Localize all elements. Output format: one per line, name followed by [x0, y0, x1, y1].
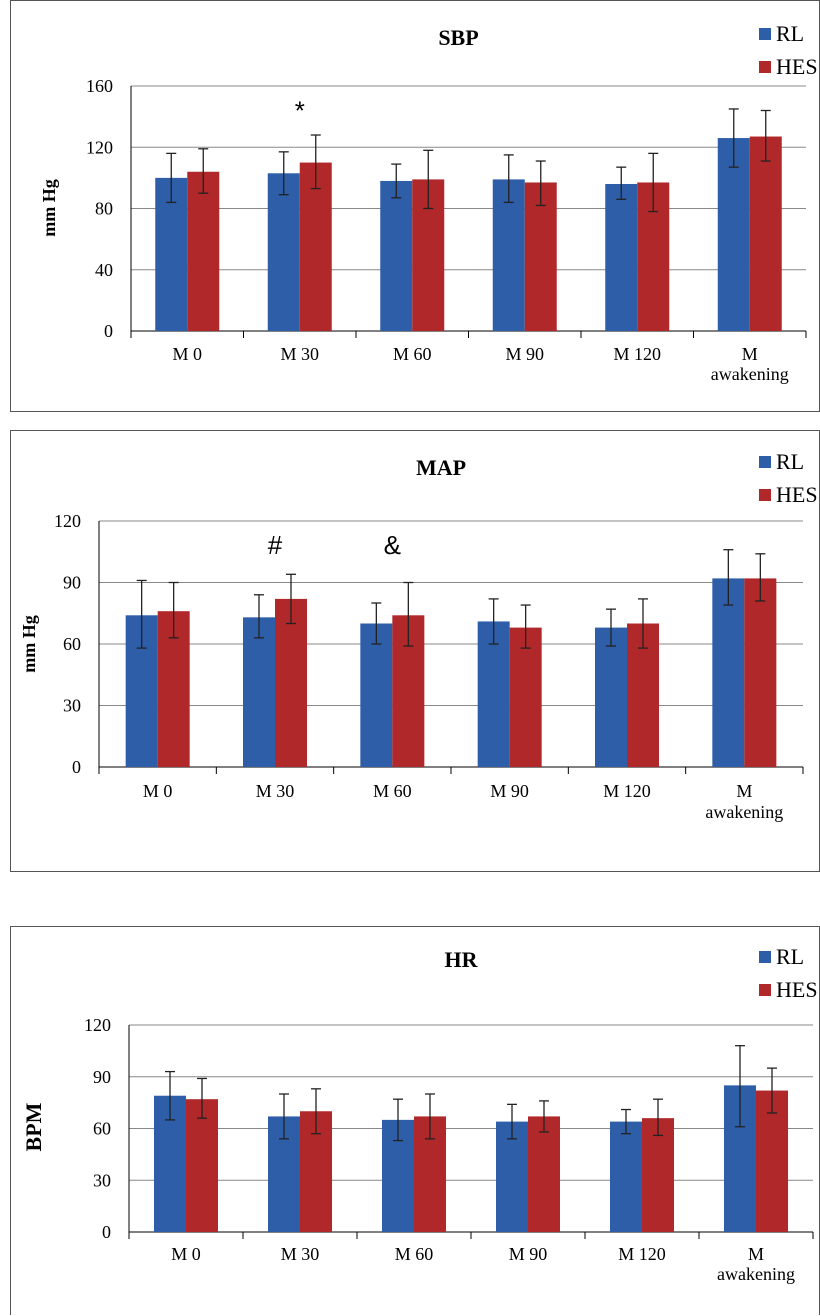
- hr-x-tick-label-m-30: M 30: [281, 1244, 320, 1264]
- sbp-legend-swatch-rl: [759, 28, 771, 40]
- sbp-legend-swatch-hes: [759, 61, 771, 73]
- sbp-y-tick-label: 80: [95, 199, 113, 219]
- sbp-bar-rl-m-120: [605, 184, 638, 331]
- hr-y-axis-label: BPM: [21, 1102, 46, 1151]
- hr-x-tick-label-m-90: M 90: [509, 1244, 548, 1264]
- hr-bar-hes-m-awakening: [756, 1090, 788, 1232]
- map-x-tick-label-m-90: M 90: [490, 781, 529, 801]
- hr-bar-hes-m-120: [642, 1118, 674, 1232]
- hr-y-tick-label: 90: [93, 1067, 111, 1087]
- map-x-tick-label-m-awakening-line2: awakening: [705, 802, 783, 822]
- sbp-y-tick-label: 120: [86, 137, 113, 157]
- hr-bar-rl-m-90: [496, 1121, 528, 1232]
- map-y-tick-label: 30: [63, 696, 81, 716]
- sbp-x-tick-label-m-60: M 60: [393, 344, 432, 364]
- map-bar-hes-m-30: [275, 598, 307, 767]
- map-chart-title: MAP: [416, 455, 466, 480]
- sbp-legend-label-hes: HES: [776, 54, 818, 79]
- hr-x-tick-label-m-0: M 0: [171, 1244, 201, 1264]
- sbp-bar-rl-m-awakening: [717, 138, 750, 331]
- map-legend-label-hes: HES: [776, 482, 818, 507]
- map-y-tick-label: 90: [63, 573, 81, 593]
- sbp-annotation-0: *: [295, 96, 305, 126]
- sbp-bar-hes-m-awakening: [749, 136, 782, 331]
- map-x-tick-label-m-120: M 120: [603, 781, 651, 801]
- sbp-x-tick-label-m-awakening-line1: M: [742, 344, 758, 364]
- map-x-tick-label-m-30: M 30: [256, 781, 295, 801]
- sbp-bar-hes-m-30: [299, 162, 332, 331]
- map-annotation-1: &: [384, 530, 401, 560]
- map-bar-hes-m-awakening: [744, 578, 777, 767]
- hr-bar-hes-m-90: [528, 1116, 560, 1232]
- sbp-bar-rl-m-60: [380, 180, 413, 331]
- sbp-y-tick-label: 0: [104, 321, 113, 341]
- hr-chart: HR BPM 0 30 60 90 120 M 0 M 30 M 60 M 90 M 120 Mawak…: [21, 944, 818, 1284]
- sbp-x-tick-label-m-0: M 0: [172, 344, 202, 364]
- map-y-tick-label: 0: [72, 757, 81, 777]
- hr-legend-swatch-rl: [759, 951, 771, 963]
- map-y-axis-label: mm Hg: [19, 615, 39, 673]
- sbp-chart-title: SBP: [438, 25, 478, 50]
- hr-bar-rl-m-120: [610, 1121, 642, 1232]
- map-legend-swatch-hes: [759, 489, 771, 501]
- map-x-tick-label-m-awakening-line1: M: [736, 781, 752, 801]
- hr-y-tick-label: 60: [93, 1119, 111, 1139]
- hr-legend-swatch-hes: [759, 984, 771, 996]
- sbp-legend-label-rl: RL: [776, 21, 804, 46]
- sbp-x-tick-label-m-90: M 90: [505, 344, 544, 364]
- sbp-y-tick-label: 40: [95, 260, 113, 280]
- map-bar-rl-m-30: [243, 617, 275, 767]
- sbp-bar-rl-m-30: [267, 173, 300, 331]
- map-bar-rl-m-90: [477, 621, 510, 767]
- hr-x-tick-label-m-120: M 120: [618, 1244, 666, 1264]
- sbp-x-tick-label-m-120: M 120: [613, 344, 661, 364]
- hr-chart-title: HR: [445, 947, 479, 972]
- map-bar-rl-m-60: [360, 623, 393, 767]
- sbp-chart: SBP mm Hg 0 40 80 120 160 M 0 M 30 M 60 M 90 M 120 M…: [39, 21, 818, 384]
- hr-legend-label-rl: RL: [776, 944, 804, 969]
- hr-bar-hes-m-0: [186, 1099, 218, 1232]
- hr-y-tick-label: 0: [102, 1222, 111, 1242]
- hr-x-tick-label-m-60: M 60: [395, 1244, 434, 1264]
- map-y-tick-label: 120: [54, 511, 81, 531]
- map-chart: MAP mm Hg 0 30 60 90 120 M 0 M 30 M 60 M 90 M 120 Ma…: [19, 449, 818, 822]
- sbp-chart-panel: SBP mm Hg 0 40 80 120 160 M 0 M 30 M 60 M 90 M 120 M…: [10, 0, 820, 412]
- hr-y-tick-label: 30: [93, 1170, 111, 1190]
- sbp-y-axis-label: mm Hg: [39, 179, 59, 237]
- sbp-x-tick-label-m-30: M 30: [280, 344, 319, 364]
- hr-x-tick-label-m-awakening-line1: M: [748, 1244, 764, 1264]
- map-x-tick-label-m-60: M 60: [373, 781, 412, 801]
- hr-x-tick-label-m-awakening-line2: awakening: [717, 1264, 795, 1284]
- hr-y-tick-label: 120: [84, 1015, 111, 1035]
- map-x-tick-label-m-0: M 0: [143, 781, 173, 801]
- map-bar-rl-m-120: [595, 627, 627, 767]
- map-legend-label-rl: RL: [776, 449, 804, 474]
- sbp-bar-hes-m-0: [187, 171, 220, 331]
- sbp-bar-rl-m-90: [492, 179, 525, 331]
- map-y-tick-label: 60: [63, 634, 81, 654]
- sbp-bar-rl-m-0: [155, 177, 188, 331]
- map-bar-hes-m-90: [509, 627, 542, 767]
- sbp-x-tick-label-m-awakening-line2: awakening: [711, 364, 789, 384]
- map-annotation-0: #: [268, 530, 283, 560]
- map-legend-swatch-rl: [759, 456, 771, 468]
- sbp-bar-hes-m-90: [524, 182, 557, 331]
- map-bar-rl-m-awakening: [712, 578, 745, 767]
- hr-legend-label-hes: HES: [776, 977, 818, 1002]
- sbp-y-tick-label: 160: [86, 76, 113, 96]
